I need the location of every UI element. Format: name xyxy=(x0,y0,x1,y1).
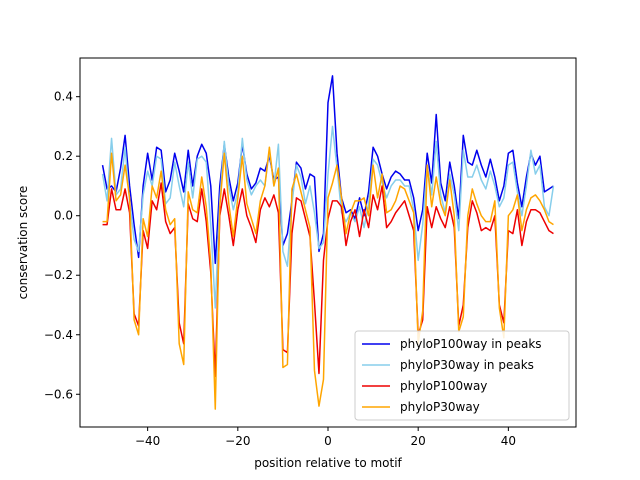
y-tick-label: 0.0 xyxy=(54,209,73,223)
y-tick-label: −0.4 xyxy=(44,328,73,342)
series-line-0 xyxy=(101,75,554,265)
series-line-1 xyxy=(101,125,555,309)
x-tick-label: 20 xyxy=(411,434,426,448)
y-tick-label: −0.6 xyxy=(44,387,73,401)
legend-entry: phyloP30way in peaks xyxy=(400,358,534,372)
y-axis-ticks: −0.6 −0.4 −0.2 0.0 0.2 0.4 xyxy=(44,90,80,401)
x-tick-label: 40 xyxy=(501,434,516,448)
y-axis-label: conservation score xyxy=(16,186,30,300)
x-tick-label: −20 xyxy=(225,434,250,448)
x-axis-label: position relative to motif xyxy=(254,456,402,470)
legend-entry: phyloP30way xyxy=(400,400,480,414)
y-tick-label: 0.4 xyxy=(54,90,73,104)
x-tick-label: 0 xyxy=(324,434,332,448)
legend-entry: phyloP100way xyxy=(400,379,487,393)
legend-frame xyxy=(354,330,570,421)
y-tick-label: −0.2 xyxy=(44,268,73,282)
x-axis-ticks: −40 −20 0 20 40 xyxy=(135,427,516,448)
y-tick-label: 0.2 xyxy=(54,149,73,163)
legend: phyloP100way in peaks phyloP30way in peak… xyxy=(354,330,570,421)
x-tick-label: −40 xyxy=(135,434,160,448)
series-line-3 xyxy=(102,146,554,410)
legend-entry: phyloP100way in peaks xyxy=(400,337,542,351)
series-lines xyxy=(101,75,555,410)
